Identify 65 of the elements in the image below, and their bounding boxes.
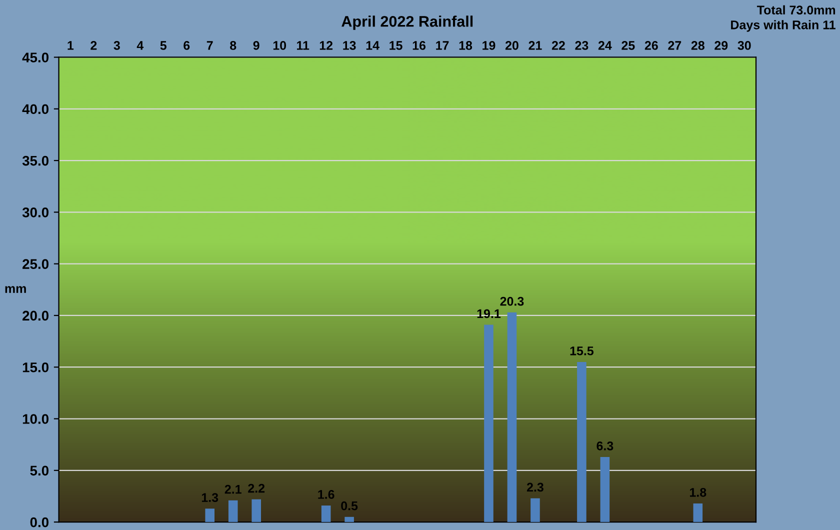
bar — [693, 503, 703, 522]
x-tick-label: 23 — [575, 41, 588, 50]
x-tick-label: 25 — [622, 41, 635, 50]
x-tick-label: 16 — [412, 41, 426, 50]
y-tick-label: 25.0 — [22, 259, 49, 269]
bar — [252, 499, 261, 522]
x-tick-label: 11 — [297, 41, 310, 50]
x-tick-label: 21 — [528, 41, 542, 50]
y-tick-label: 35.0 — [22, 156, 49, 166]
data-label: 6.3 — [596, 441, 614, 450]
x-tick-label: 30 — [738, 41, 751, 50]
y-tick-label: 40.0 — [22, 104, 49, 114]
x-tick-label: 19 — [482, 41, 496, 50]
x-tick-label: 24 — [598, 41, 612, 50]
x-tick-label: 22 — [552, 41, 565, 50]
x-tick-label: 14 — [366, 41, 380, 50]
bar — [577, 362, 586, 522]
bar — [321, 506, 331, 522]
x-tick-label: 5 — [160, 41, 167, 50]
x-tick-label: 4 — [136, 41, 144, 50]
x-tick-label: 18 — [459, 41, 472, 50]
x-tick-label: 12 — [320, 41, 333, 50]
data-label: 2.2 — [248, 484, 265, 493]
data-label: 1.6 — [318, 490, 334, 499]
y-tick-label: 20.0 — [22, 310, 49, 321]
data-label: 15.5 — [570, 346, 594, 356]
bar — [344, 516, 354, 522]
x-tick-label: 1 — [68, 41, 74, 50]
y-tick-label: 0.0 — [30, 517, 49, 528]
bar — [600, 456, 610, 522]
x-tick-label: 29 — [714, 41, 728, 50]
y-tick-label: 10.0 — [22, 414, 49, 424]
x-tick-label: 2 — [90, 41, 97, 50]
x-tick-label: 15 — [390, 41, 402, 50]
text: Days with Rain 11 — [731, 20, 836, 32]
data-label: 1.3 — [202, 493, 218, 502]
x-tick-label: 6 — [184, 41, 190, 50]
y-tick-label: 30.0 — [22, 208, 49, 218]
data-label: 20.3 — [500, 296, 524, 306]
x-tick-label: 7 — [206, 41, 213, 50]
y-axis-title: mm — [5, 286, 26, 293]
data-label: 1.8 — [690, 488, 706, 497]
x-tick-label: 28 — [691, 41, 704, 50]
y-tick-label: 5.0 — [30, 466, 49, 476]
x-tick-label: 20 — [505, 41, 518, 50]
bar — [507, 312, 517, 522]
x-tick-label: 27 — [668, 41, 682, 50]
x-tick-label: 8 — [230, 41, 236, 50]
bar — [484, 324, 494, 522]
x-tick-label: 26 — [644, 41, 658, 50]
chart-title: April 2022 Rainfall — [342, 16, 473, 30]
x-tick-label: 17 — [436, 41, 449, 50]
text: Total 73.0mm — [756, 5, 836, 14]
data-label: 2.3 — [526, 482, 544, 492]
bar — [205, 508, 215, 522]
data-label: 0.5 — [341, 501, 358, 510]
x-tick-label: 9 — [253, 41, 260, 50]
x-tick-label: 13 — [343, 41, 356, 50]
bar — [228, 500, 238, 522]
x-tick-label: 10 — [273, 41, 286, 50]
y-tick-label: 15.0 — [22, 362, 49, 372]
bar — [530, 498, 540, 522]
x-tick-label: 3 — [114, 41, 120, 50]
y-tick-label: 45.0 — [22, 52, 49, 62]
data-label: 2.1 — [224, 484, 242, 494]
